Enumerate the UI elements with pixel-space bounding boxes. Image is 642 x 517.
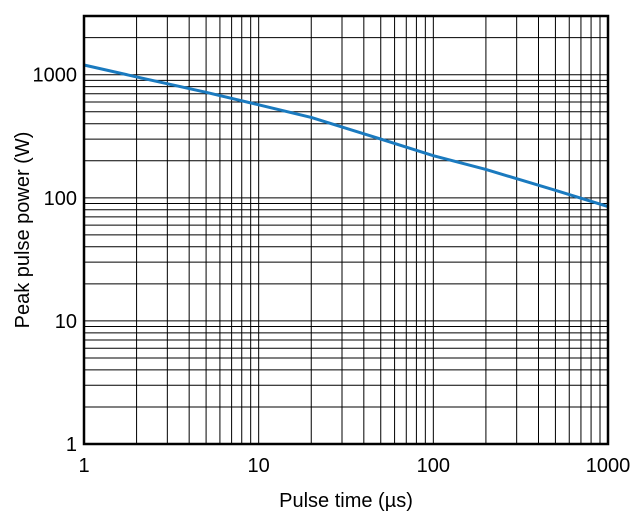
y-tick-label: 1000 <box>33 65 78 87</box>
y-tick-label: 10 <box>55 311 77 333</box>
x-tick-labels: 1 10 100 1000 <box>78 455 630 477</box>
x-tick-label: 100 <box>417 455 450 477</box>
series-layer <box>83 63 609 208</box>
y-tick-label: 1 <box>66 434 77 456</box>
series-line <box>83 63 609 208</box>
grid <box>84 16 608 444</box>
x-tick-label: 10 <box>248 455 270 477</box>
x-axis-label: Pulse time (µs) <box>279 490 413 512</box>
y-tick-labels: 1 10 100 1000 <box>33 65 78 456</box>
x-tick-label: 1000 <box>586 455 631 477</box>
plot-frame <box>82 14 610 446</box>
y-tick-label: 100 <box>44 188 77 210</box>
x-tick-label: 1 <box>78 455 89 477</box>
y-axis-label: Peak pulse power (W) <box>12 132 34 329</box>
